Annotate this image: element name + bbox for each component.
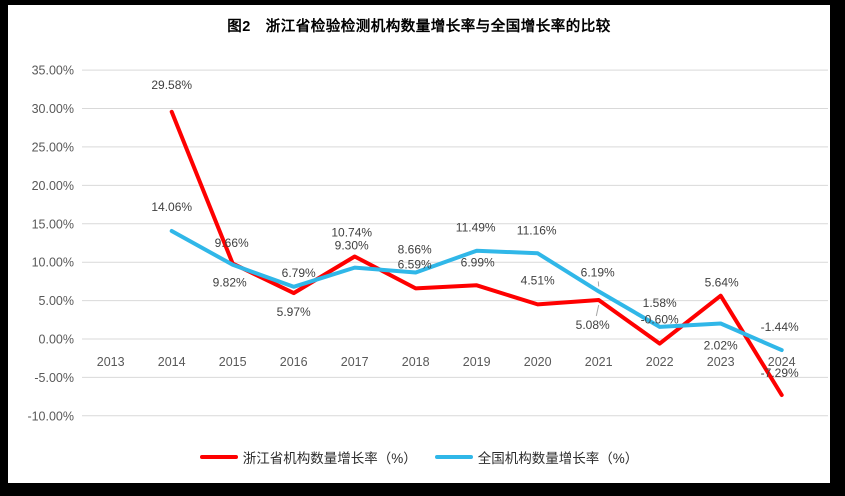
x-axis-tick-label: 2016 (280, 355, 308, 369)
y-axis-tick-label: -5.00% (34, 371, 74, 385)
series-line-zhejiang (169, 109, 784, 397)
legend-swatch-zhejiang-icon (199, 454, 238, 460)
x-axis-tick-label: 2020 (524, 355, 552, 369)
x-axis-tick-label: 2014 (158, 355, 186, 369)
data-label-zhejiang: 10.74% (331, 226, 372, 240)
data-label-zhejiang: 5.08% (576, 318, 610, 332)
series-line-national (169, 229, 784, 353)
x-axis-tick-label: 2024 (768, 355, 796, 369)
x-axis-tick-label: 2021 (585, 355, 613, 369)
data-label-national: 1.58% (643, 296, 677, 310)
data-label-national: 11.49% (456, 221, 496, 235)
data-label-national: 6.79% (282, 266, 316, 280)
y-axis-tick-label: 25.00% (32, 140, 74, 154)
data-label-zhejiang: 5.64% (705, 276, 739, 290)
y-axis-tick-label: 15.00% (32, 217, 74, 231)
data-label-national: 6.19% (581, 265, 615, 279)
x-axis-tick-label: 2023 (707, 355, 735, 369)
chart-legend: 浙江省机构数量增长率（%） 全国机构数量增长率（%） (8, 447, 830, 467)
y-axis-tick-label: 5.00% (39, 294, 74, 308)
data-label-zhejiang: 6.99% (461, 255, 495, 269)
data-label-leader-line (595, 304, 600, 317)
y-axis-tick-label: 20.00% (32, 179, 74, 193)
line-chart-plot: 35.00% 30.00% 25.00% 20.00% 15.00% 10.00% 5.00… (27, 64, 828, 423)
x-axis-tick-label: 2015 (219, 355, 247, 369)
data-label-national: 8.66% (398, 243, 432, 257)
legend-swatch-national-icon (434, 454, 473, 460)
data-label-zhejiang: 9.82% (213, 276, 247, 290)
data-label-zhejiang: 4.51% (521, 273, 555, 287)
data-label-national: 14.06% (151, 200, 192, 214)
legend-label-zhejiang: 浙江省机构数量增长率（%） (242, 451, 417, 466)
y-axis-tick-label: 0.00% (39, 333, 74, 347)
y-axis-tick-label: 35.00% (32, 64, 74, 78)
data-label-zhejiang: -7.29% (761, 366, 799, 380)
data-label-zhejiang: -0.60% (641, 313, 679, 327)
data-label-zhejiang: 6.59% (398, 257, 432, 271)
legend-item-national: 全国机构数量增长率（%） (434, 447, 639, 467)
x-axis-tick-label: 2022 (646, 355, 674, 369)
x-axis-tick-label: 2013 (97, 355, 125, 369)
y-axis-tick-label: -10.00% (27, 409, 74, 423)
legend-item-zhejiang: 浙江省机构数量增长率（%） (199, 447, 417, 467)
x-axis-tick-label: 2017 (341, 355, 369, 369)
x-axis-tick-label: 2018 (402, 355, 430, 369)
data-label-national: 2.02% (704, 339, 738, 353)
y-axis-tick-label: 10.00% (32, 256, 74, 270)
data-label-national: -1.44% (761, 320, 799, 334)
data-label-national: 11.16% (517, 223, 557, 237)
data-label-national: 9.66% (215, 236, 249, 250)
y-axis-tick-label: 30.00% (32, 102, 74, 116)
legend-label-national: 全国机构数量增长率（%） (477, 451, 639, 466)
data-label-zhejiang: 29.58% (151, 78, 192, 92)
chart-title: 图2 浙江省检验检测机构数量增长率与全国增长率的比较 (227, 19, 611, 35)
x-axis-tick-label: 2019 (463, 355, 491, 369)
chart-canvas: 图2 浙江省检验检测机构数量增长率与全国增长率的比较 35.00% 30.00% 2… (8, 5, 830, 483)
data-label-national: 9.30% (335, 239, 369, 253)
data-label-zhejiang: 5.97% (277, 305, 311, 319)
